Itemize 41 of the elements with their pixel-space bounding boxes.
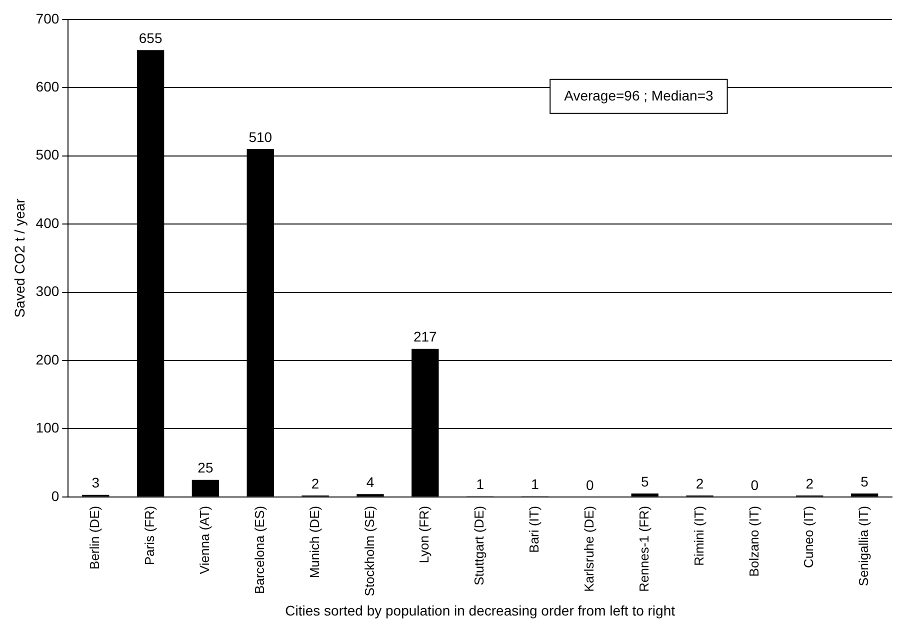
data-label: 2 xyxy=(806,475,814,492)
data-label: 5 xyxy=(640,473,649,490)
data-label: 5 xyxy=(860,473,869,490)
x-tick-label: Stuttgart (DE) xyxy=(472,506,487,586)
x-tick-label: Karlsruhe (DE) xyxy=(582,506,597,592)
data-label: 1 xyxy=(476,476,484,492)
x-tick-label: Barcelona (ES) xyxy=(252,506,267,594)
data-label: 655 xyxy=(138,30,162,46)
y-axis-title: Saved CO2 t / year xyxy=(11,198,28,318)
y-tick-label: 100 xyxy=(36,420,60,436)
y-tick-label: 500 xyxy=(36,146,60,163)
y-tick-label: 400 xyxy=(36,214,60,231)
data-label: 4 xyxy=(366,474,374,490)
data-label: 217 xyxy=(413,328,438,345)
x-axis-title: Cities sorted by population in decreasing order from left to right xyxy=(285,602,676,618)
x-tick-label: Munich (DE) xyxy=(306,506,322,578)
data-label: 2 xyxy=(696,475,704,492)
y-tick-label: 200 xyxy=(36,351,60,368)
data-label: 2 xyxy=(311,475,320,492)
x-tick-label: Rimini (IT) xyxy=(691,506,706,566)
data-label: 1 xyxy=(531,476,540,492)
x-tick-label: Senigallia (IT) xyxy=(856,506,872,586)
x-tick-label: Paris (FR) xyxy=(142,506,158,566)
data-label: 510 xyxy=(248,128,272,145)
x-tick-label: Rennes-1 (FR) xyxy=(636,506,652,592)
data-label: 3 xyxy=(92,474,100,491)
x-tick-label: Bolzano (IT) xyxy=(746,506,762,577)
x-tick-label: Stockholm (SE) xyxy=(362,506,377,596)
y-tick-label: 700 xyxy=(36,10,60,26)
y-tick-label: 600 xyxy=(36,78,60,94)
x-tick-label: Berlin (DE) xyxy=(87,506,102,570)
x-tick-label: Vienna (AT) xyxy=(197,506,212,574)
data-label: 0 xyxy=(750,476,759,493)
data-label: 25 xyxy=(198,460,214,476)
x-tick-label: Bari (IT) xyxy=(526,506,542,553)
y-tick-label: 0 xyxy=(51,488,60,504)
x-tick-label: Cuneo (IT) xyxy=(801,506,816,568)
annotation: Average=96 ; Median=3 xyxy=(564,87,714,104)
y-tick-label: 300 xyxy=(36,283,60,300)
x-tick-label: Lyon (FR) xyxy=(416,506,432,564)
data-label: 0 xyxy=(586,476,594,493)
